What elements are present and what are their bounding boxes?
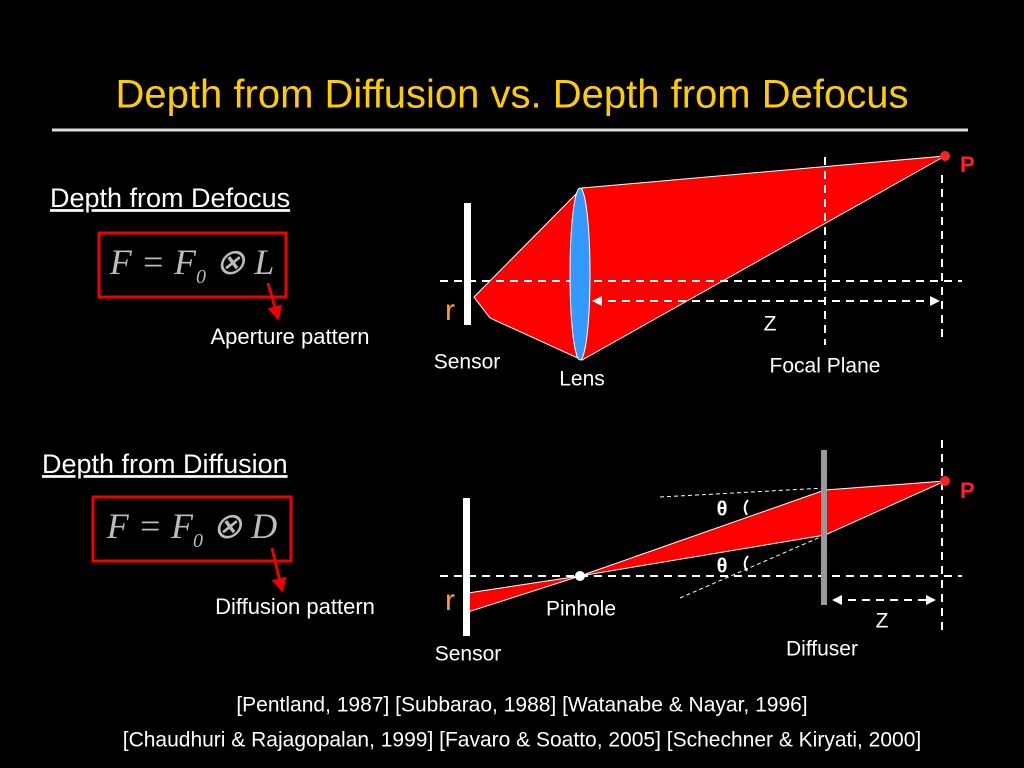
point-source [940,151,950,161]
formula-box [91,495,293,563]
formula-main: F = F [109,242,197,282]
point-label: P [960,152,975,177]
point-label: P [960,478,975,503]
pinhole [575,571,585,581]
blur-radius-label: r [445,294,455,327]
note: Aperture pattern [211,324,370,349]
diffuser [821,450,827,605]
z-label: Z [876,610,889,633]
formula-sub: 0 [193,530,203,552]
pointer-arrow [270,547,287,593]
formula: F = F0 ⊗ L [109,242,274,287]
z-label: Z [764,313,777,336]
sensor-label: Sensor [435,643,502,666]
angle-arc [743,499,749,516]
formula-rest: ⊗ D [203,506,277,546]
diffuser-label: Diffuser [786,638,858,661]
theta-label: θ [717,555,728,577]
formula-main: F = F [106,506,194,546]
pointer-arrow [266,282,282,321]
lens-label: Lens [559,368,605,391]
theta-label: θ [717,498,728,520]
reference-line: [Chaudhuri & Rajagopalan, 1999] [Favaro … [123,729,922,752]
note: Diffusion pattern [215,594,375,619]
formula-box [97,231,288,299]
sensor [463,498,470,636]
point-source [940,476,950,486]
formula-sub: 0 [196,266,206,288]
sensor-label: Sensor [434,351,501,374]
blur-radius-label: r [445,584,455,617]
angle-guide [679,534,826,599]
section-heading: Depth from Diffusion [42,449,288,479]
angle-arc [743,555,749,572]
lens [569,187,591,361]
title: Depth from Diffusion vs. Depth from Defo… [116,73,909,117]
pinhole-label: Pinhole [546,598,616,621]
reference-line: [Pentland, 1987] [Subbarao, 1988] [Watan… [236,694,807,717]
formula-rest: ⊗ L [206,242,274,282]
focal-plane-label: Focal Plane [770,355,881,378]
formula: F = F0 ⊗ D [106,506,277,551]
section-heading: Depth from Defocus [50,183,290,213]
sensor [464,203,471,325]
